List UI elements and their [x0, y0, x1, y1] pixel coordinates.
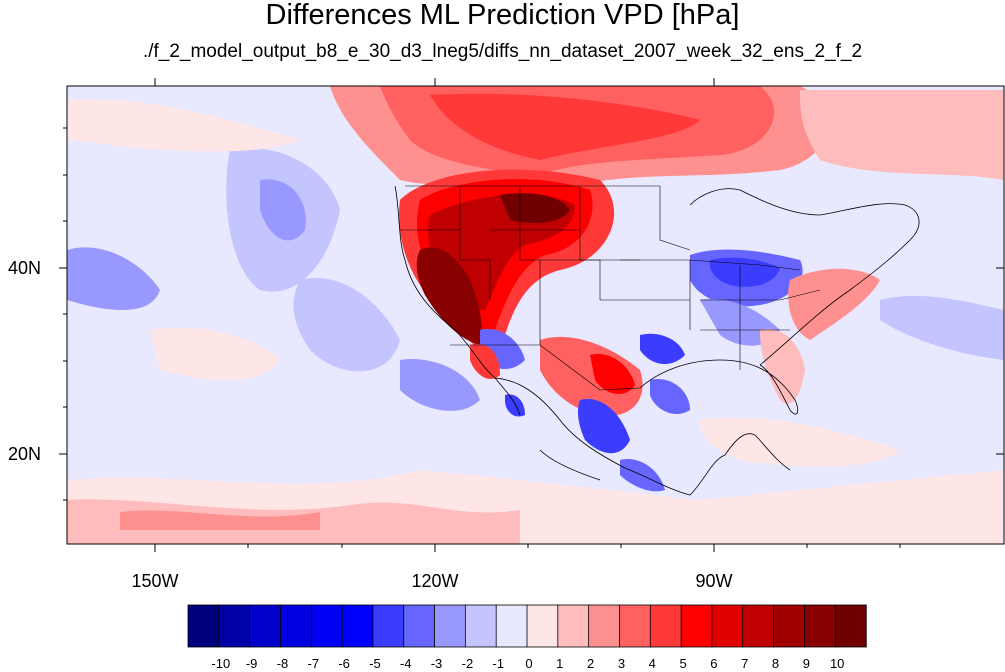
colorbar-swatch [464, 604, 497, 648]
colorbar-tick-label: 7 [741, 656, 749, 671]
colorbar-swatch [280, 604, 312, 648]
colorbar-swatch [803, 604, 836, 648]
colorbar-tick-label: 9 [802, 656, 810, 671]
colorbar-swatch [187, 604, 220, 648]
colorbar-tick-label: -8 [276, 656, 289, 671]
colorbar-tick-label: -3 [430, 656, 443, 671]
colorbar-swatch [649, 604, 682, 648]
colorbar-tick-label: 5 [679, 656, 687, 671]
colorbar-swatch [588, 604, 621, 648]
colorbar-tick-label: 1 [556, 656, 564, 671]
map-frame [66, 85, 1005, 545]
colorbar-swatch [403, 604, 436, 648]
axis-ticks [59, 78, 1004, 552]
colorbar-swatch [526, 604, 559, 648]
colorbar-swatch [742, 604, 775, 648]
coastlines [394, 185, 920, 496]
map-title: Differences ML Prediction VPD [hPa] [265, 0, 740, 31]
colorbar-swatch [495, 604, 528, 648]
colorbar-swatch [773, 604, 806, 648]
colorbar-swatch [834, 604, 867, 648]
colorbar-tick-label: 2 [586, 656, 595, 671]
colorbar-swatch [619, 604, 651, 648]
colorbar-swatch [341, 604, 374, 648]
colorbar-tick-label: -2 [461, 656, 474, 671]
colorbar-tick-label: 3 [617, 656, 626, 671]
lat-label-20n: 20N [8, 444, 42, 464]
colorbar-swatch [249, 604, 282, 648]
borders [400, 185, 821, 391]
lat-label-40n: 40N [8, 258, 42, 278]
colorbar-swatch [557, 604, 590, 648]
colorbar-tick-label: 6 [710, 656, 718, 671]
colorbar-swatch [218, 604, 251, 648]
lon-label-120w: 120W [411, 571, 459, 591]
colorbar-tick-label: -10 [211, 656, 231, 671]
colorbar-tick-label: 8 [771, 656, 780, 671]
colorbar-tick-label: 10 [829, 656, 845, 671]
colorbar-swatch [680, 604, 713, 648]
colorbar-tick-label: -4 [399, 656, 412, 671]
colorbar-tick-label: 4 [648, 656, 656, 671]
lon-label-150w: 150W [131, 571, 179, 591]
colorbar-tick-label: -1 [492, 656, 504, 671]
colorbar-tick-label: -9 [245, 656, 258, 671]
map-subtitle: ./f_2_model_output_b8_e_30_d3_lneg5/diff… [142, 41, 863, 62]
colorbar-tick-label: -7 [307, 656, 320, 671]
colorbar-swatch [711, 604, 744, 648]
colorbar-swatch [434, 604, 467, 648]
colorbar-swatch [310, 604, 343, 648]
colorbar-swatch [372, 604, 405, 648]
lon-label-90w: 90W [695, 571, 733, 591]
colorbar-tick-label: -5 [369, 656, 381, 671]
colorbar-tick-label: 0 [525, 656, 533, 671]
colorbar-tick-label: -6 [338, 656, 350, 671]
map-field [67, 86, 1004, 544]
